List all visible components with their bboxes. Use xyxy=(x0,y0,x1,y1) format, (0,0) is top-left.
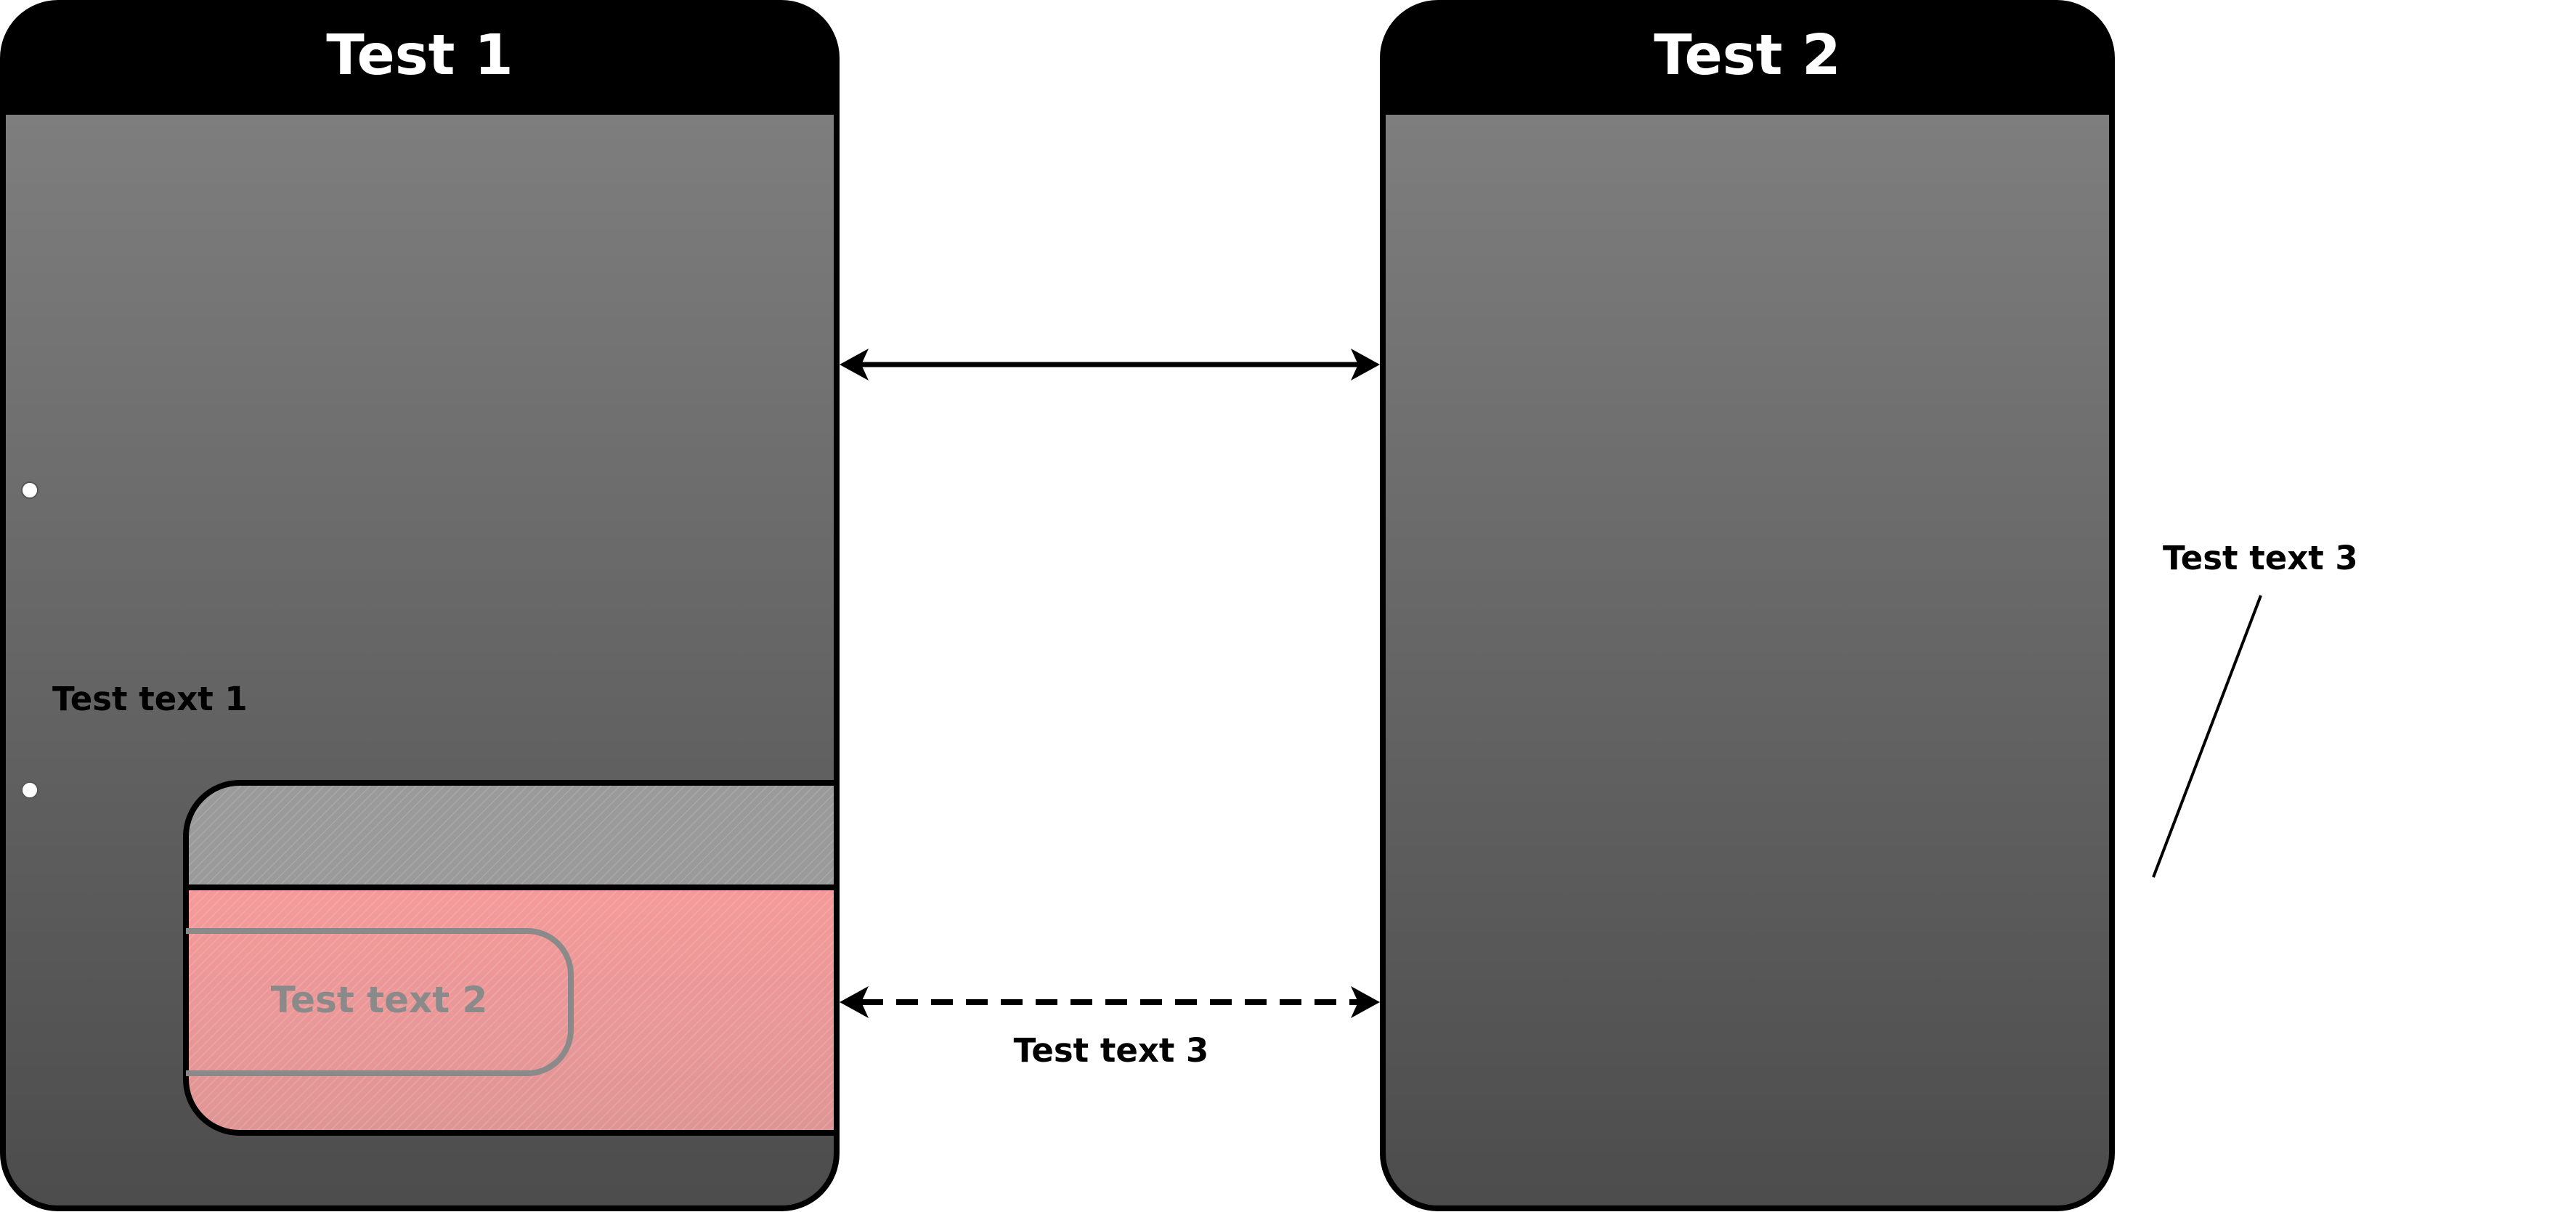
connector-dashed[interactable] xyxy=(840,986,1380,1018)
inner-box xyxy=(186,928,574,1076)
label-connector-text: Test text 3 xyxy=(1014,1031,1209,1070)
arrowhead-left-icon xyxy=(840,986,869,1018)
port-dot-lower[interactable] xyxy=(21,781,38,799)
label-side-text: Test text 3 xyxy=(2163,539,2358,577)
arrowhead-right-icon xyxy=(1351,349,1380,381)
panel-test-1-title: Test 1 xyxy=(326,23,513,88)
panel-test-2-title: Test 2 xyxy=(1654,23,1841,88)
panel-test-2: Test 2 xyxy=(1380,0,2115,1211)
arrowhead-left-icon xyxy=(840,349,869,381)
annotation-line xyxy=(2152,595,2262,878)
port-dot-upper[interactable] xyxy=(21,481,38,499)
label-test-text-2: Test text 2 xyxy=(271,979,488,1021)
label-test-text-1: Test text 1 xyxy=(52,680,248,718)
connector-solid[interactable] xyxy=(840,349,1380,381)
panel-test-2-header xyxy=(1383,3,2112,115)
arrowhead-right-icon xyxy=(1351,986,1380,1018)
subpanel: Test text 2 xyxy=(183,780,840,1136)
panel-test-1-header xyxy=(3,3,837,115)
